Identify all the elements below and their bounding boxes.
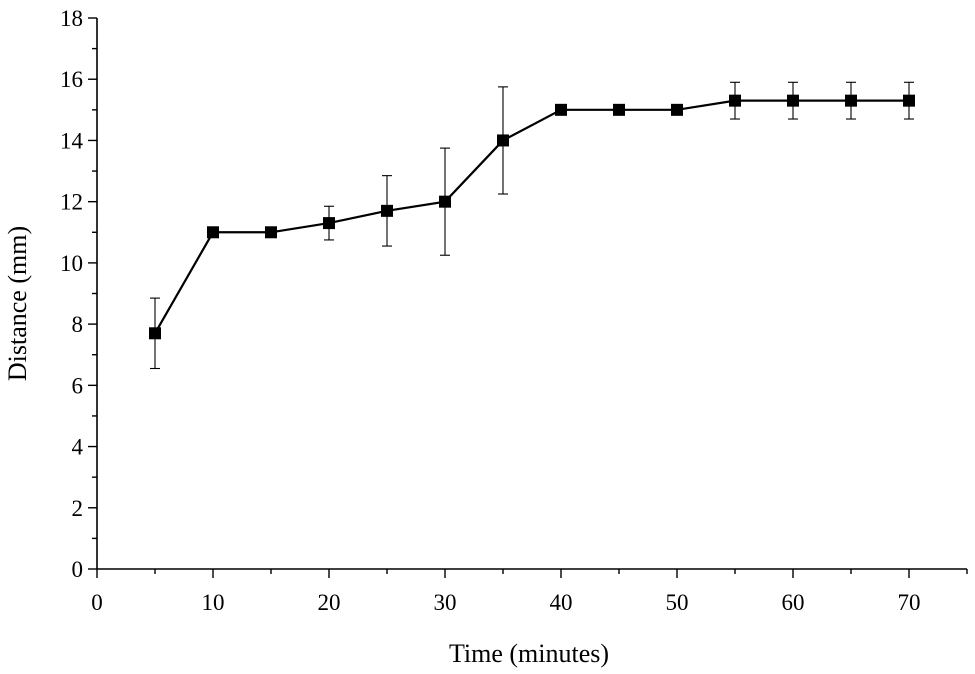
data-point-marker <box>671 103 683 116</box>
data-point-marker <box>555 103 567 116</box>
y-tick-label: 2 <box>72 496 84 521</box>
data-point-marker <box>207 226 219 239</box>
y-tick-label: 10 <box>60 251 83 276</box>
data-point-marker <box>497 134 509 147</box>
data-point-marker <box>903 94 915 107</box>
y-tick-label: 16 <box>60 67 83 92</box>
x-tick-label: 20 <box>318 590 341 615</box>
y-axis-title: Distance (mm) <box>3 226 32 381</box>
y-tick-label: 8 <box>72 312 84 337</box>
x-tick-label: 60 <box>782 590 805 615</box>
y-tick-label: 18 <box>60 6 83 31</box>
y-tick-label: 0 <box>72 557 84 582</box>
data-point-marker <box>845 94 857 107</box>
x-tick-label: 0 <box>91 590 103 615</box>
y-axis-ticks: 0 2 4 6 8 10 12 14 16 18 <box>60 6 97 582</box>
data-point-marker <box>729 94 741 107</box>
x-axis-ticks: 0 10 20 30 40 50 60 70 <box>91 569 968 615</box>
plot-area <box>149 81 915 370</box>
y-tick-label: 6 <box>72 373 84 398</box>
x-tick-label: 10 <box>202 590 225 615</box>
data-point-marker <box>787 94 799 107</box>
data-point-marker <box>323 217 335 230</box>
data-point-marker <box>265 226 277 239</box>
data-point-marker <box>439 195 451 208</box>
x-tick-label: 50 <box>666 590 689 615</box>
x-axis-title: Time (minutes) <box>449 639 609 668</box>
x-tick-label: 40 <box>550 590 573 615</box>
y-tick-label: 12 <box>60 190 83 215</box>
data-point-marker <box>381 204 393 217</box>
data-point-marker <box>613 103 625 116</box>
x-tick-label: 70 <box>898 590 921 615</box>
y-tick-label: 14 <box>60 128 84 153</box>
y-tick-label: 4 <box>72 435 84 460</box>
data-point-marker <box>149 327 161 340</box>
series-line <box>154 99 909 334</box>
x-tick-label: 30 <box>434 590 457 615</box>
